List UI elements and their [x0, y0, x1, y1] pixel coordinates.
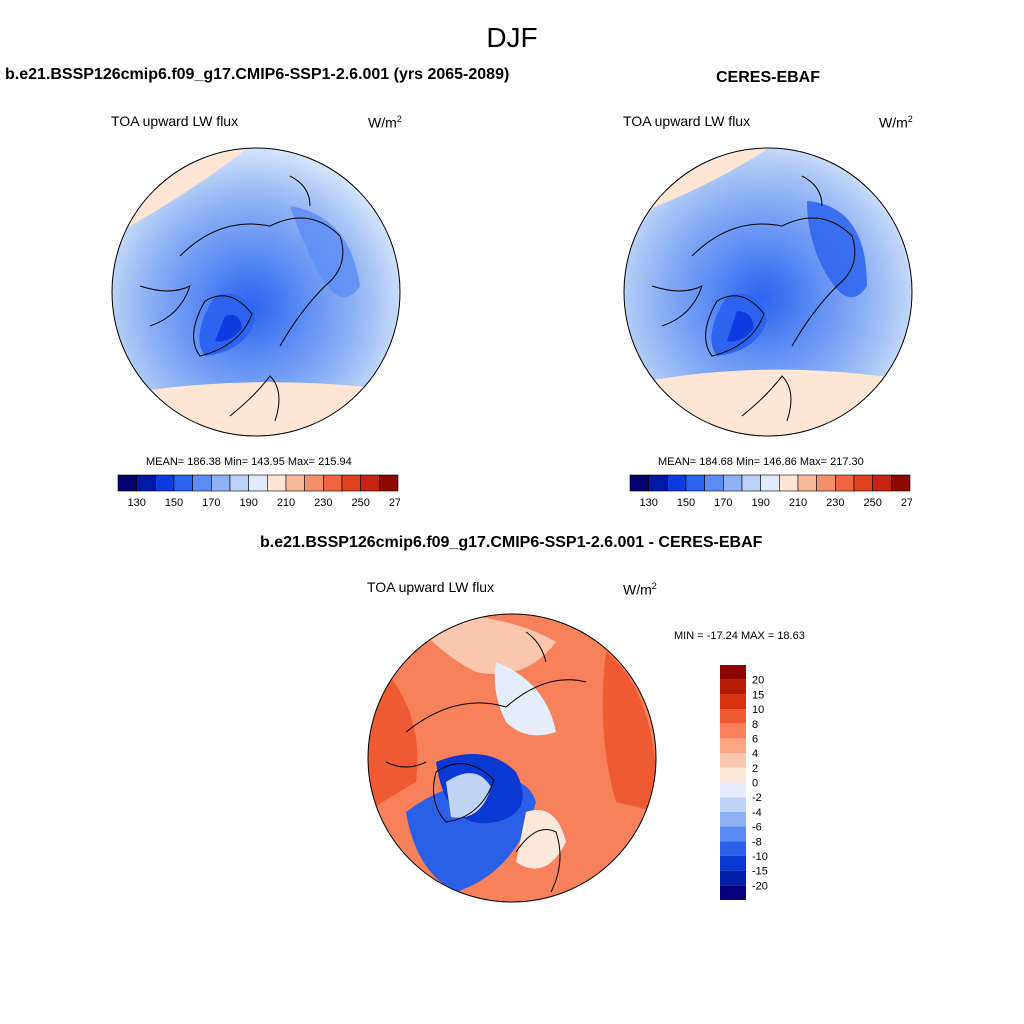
colorbar-swatch [720, 870, 746, 886]
colorbar-tick-label: 190 [239, 497, 257, 509]
colorbar-swatch [720, 885, 746, 900]
colorbar-tick-label: 250 [351, 497, 369, 509]
colorbar-swatch [304, 474, 324, 492]
panel-2-polar-map [623, 147, 913, 437]
colorbar-swatch [211, 474, 231, 492]
colorbar-swatch [816, 474, 836, 492]
colorbar-tick-label: 210 [789, 497, 807, 509]
panel-3-stats: MIN = -17.24 MAX = 18.63 [674, 630, 805, 642]
colorbar-tick-label: 270 [389, 497, 400, 509]
colorbar-tick-label: 20 [752, 675, 764, 687]
colorbar-tick-label: -6 [752, 822, 762, 834]
figure-title: DJF [486, 22, 538, 53]
colorbar-swatch [720, 753, 746, 768]
colorbar-swatch [117, 474, 137, 492]
panel-2-colorbar: 130 150 170 190 210 230 250 270 [629, 474, 912, 509]
colorbar-swatch [192, 474, 212, 492]
colorbar-tick-label: -10 [752, 851, 768, 863]
colorbar-swatch [720, 738, 746, 754]
colorbar-tick-label: -15 [752, 866, 768, 878]
colorbar-tick-label: -20 [752, 880, 768, 892]
colorbar-swatch [720, 679, 746, 695]
colorbar-swatch [360, 474, 380, 492]
colorbar-tick-label: 150 [677, 497, 695, 509]
colorbar-swatch [723, 474, 743, 492]
panel-1-variable: TOA upward LW flux [111, 113, 239, 129]
panel-3-variable: TOA upward LW flux [367, 579, 495, 595]
colorbar-tick-label: 6 [752, 733, 758, 745]
colorbar-swatch [872, 474, 892, 492]
panel-1-colorbar: 130 150 170 190 210 230 250 270 [117, 474, 400, 509]
colorbar-swatch [648, 474, 668, 492]
colorbar-tick-label: 250 [863, 497, 881, 509]
panel-3-title: b.e21.BSSP126cmip6.f09_g17.CMIP6-SSP1-2.… [260, 534, 763, 551]
colorbar-tick-label: 170 [202, 497, 220, 509]
colorbar-swatch [285, 474, 305, 492]
colorbar-swatch [173, 474, 193, 492]
colorbar-tick-label: 190 [751, 497, 769, 509]
colorbar-swatch [779, 474, 799, 492]
colorbar-swatch [720, 841, 746, 856]
colorbar-tick-label: 15 [752, 689, 764, 701]
colorbar-tick-label: 210 [277, 497, 295, 509]
panel-1-stats: MEAN= 186.38 Min= 143.95 Max= 215.94 [146, 456, 352, 468]
colorbar-swatch [853, 474, 873, 492]
colorbar-tick-label: 0 [752, 778, 758, 790]
panel-3-units: W/m2 [623, 581, 657, 598]
panel-3-polar-map [367, 613, 657, 903]
colorbar-swatch [667, 474, 687, 492]
colorbar-tick-label: 130 [127, 497, 145, 509]
panel-1-polar-map [111, 147, 401, 437]
colorbar-swatch [720, 826, 746, 842]
colorbar-swatch [685, 474, 705, 492]
colorbar-swatch [720, 723, 746, 739]
colorbar-tick-label: 130 [639, 497, 657, 509]
colorbar-tick-label: 8 [752, 719, 758, 731]
colorbar-swatch [797, 474, 817, 492]
colorbar-swatch [155, 474, 175, 492]
panel-2-units: W/m2 [879, 114, 913, 131]
colorbar-swatch [720, 811, 746, 827]
colorbar-swatch [136, 474, 156, 492]
colorbar-tick-label: 4 [752, 748, 758, 760]
colorbar-swatch [323, 474, 343, 492]
colorbar-swatch [267, 474, 287, 492]
colorbar-swatch [720, 855, 746, 871]
colorbar-tick-label: 2 [752, 763, 758, 775]
panel-2-variable: TOA upward LW flux [623, 113, 751, 129]
panel-1-title: b.e21.BSSP126cmip6.f09_g17.CMIP6-SSP1-2.… [5, 66, 510, 83]
colorbar-tick-label: -4 [752, 807, 762, 819]
colorbar-swatch [720, 767, 746, 783]
colorbar-swatch [720, 665, 746, 680]
colorbar-swatch [341, 474, 361, 492]
colorbar-swatch [891, 474, 911, 492]
colorbar-swatch [379, 474, 399, 492]
colorbar-swatch [229, 474, 249, 492]
panel-1-units: W/m2 [368, 114, 402, 131]
colorbar-swatch [248, 474, 268, 492]
colorbar-tick-label: 270 [901, 497, 912, 509]
colorbar-swatch [835, 474, 855, 492]
colorbar-swatch [720, 797, 746, 812]
panel-2-title: CERES-EBAF [716, 69, 821, 86]
colorbar-tick-label: -8 [752, 836, 762, 848]
colorbar-tick-label: 230 [314, 497, 332, 509]
colorbar-swatch [629, 474, 649, 492]
colorbar-tick-label: 150 [165, 497, 183, 509]
colorbar-swatch [720, 709, 746, 724]
colorbar-tick-label: 10 [752, 704, 764, 716]
colorbar-tick-label: -2 [752, 792, 762, 804]
colorbar-tick-label: 230 [826, 497, 844, 509]
colorbar-swatch [704, 474, 724, 492]
panel-2-stats: MEAN= 184.68 Min= 146.86 Max= 217.30 [658, 456, 864, 468]
colorbar-swatch [720, 782, 746, 798]
colorbar-swatch [760, 474, 780, 492]
colorbar-tick-label: 170 [714, 497, 732, 509]
colorbar-swatch [720, 694, 746, 710]
colorbar-swatch [741, 474, 761, 492]
